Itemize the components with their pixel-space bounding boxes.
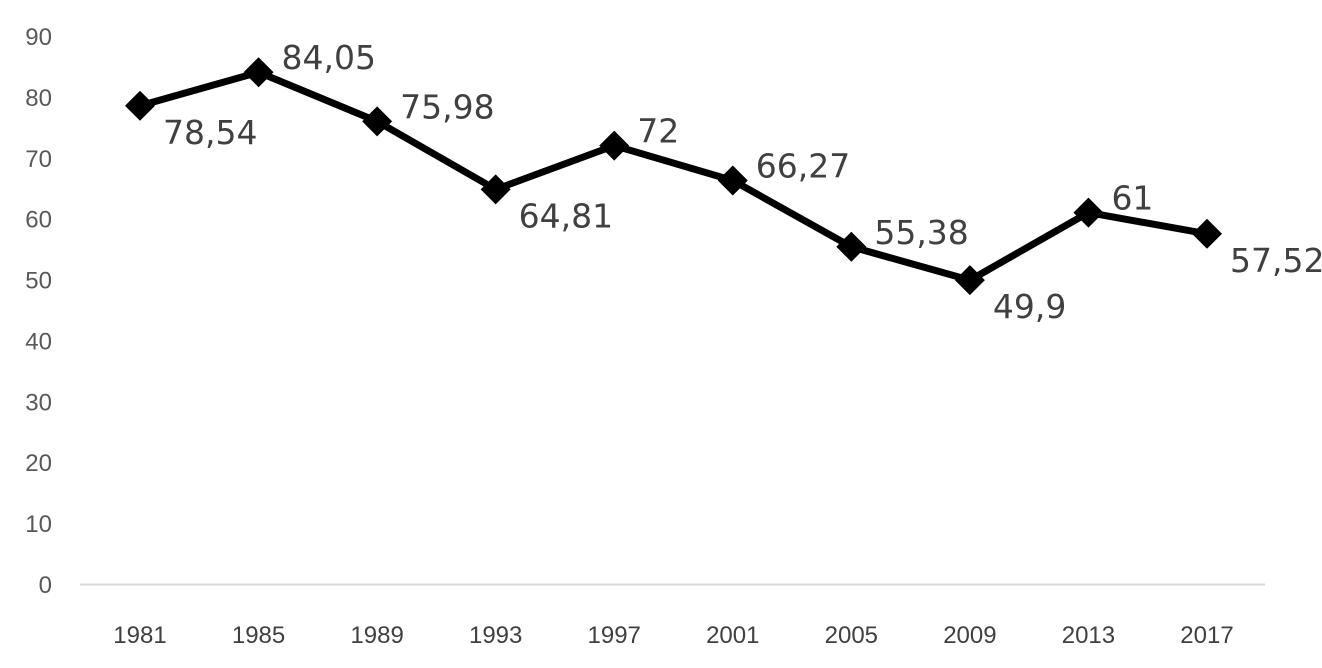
data-point-marker xyxy=(717,165,748,196)
data-point-marker xyxy=(125,90,155,121)
data-point-marker xyxy=(599,130,630,161)
y-tick-label: 40 xyxy=(25,328,52,355)
x-tick-label: 1989 xyxy=(350,622,403,649)
x-tick-label: 2013 xyxy=(1062,622,1115,649)
x-tick-label: 2001 xyxy=(706,622,759,649)
series-line xyxy=(139,68,1208,284)
x-tick-label: 1993 xyxy=(469,622,522,649)
data-label: 55,38 xyxy=(874,213,968,252)
y-tick-label: 80 xyxy=(25,85,52,112)
y-tick-label: 20 xyxy=(25,450,52,477)
y-tick-label: 30 xyxy=(25,389,52,416)
data-point-marker xyxy=(480,174,511,205)
data-label: 72 xyxy=(637,112,679,151)
data-labels: 78,54 84,05 75,98 64,81 72 66,27 55,38 49,9 61 57… xyxy=(163,38,1322,326)
y-tick-label: 50 xyxy=(25,268,52,295)
x-tick-label: 2017 xyxy=(1180,622,1233,649)
x-tick-label: 2005 xyxy=(825,622,878,649)
data-point-marker xyxy=(954,265,985,296)
data-label: 49,9 xyxy=(993,287,1066,326)
x-tick-label: 1981 xyxy=(113,622,166,649)
data-point-marker xyxy=(836,231,867,262)
series-markers xyxy=(125,57,1222,296)
y-tick-label: 70 xyxy=(25,146,52,173)
data-label: 61 xyxy=(1111,179,1153,218)
x-tick-label: 1985 xyxy=(232,622,285,649)
y-tick-label: 10 xyxy=(25,511,52,538)
data-label: 66,27 xyxy=(756,146,850,185)
x-tick-label: 1997 xyxy=(588,622,641,649)
data-point-marker xyxy=(243,57,274,88)
y-tick-label: 60 xyxy=(25,207,52,234)
data-label: 57,52 xyxy=(1230,241,1322,280)
y-tick-label: 0 xyxy=(39,572,52,599)
data-point-marker xyxy=(1073,197,1104,228)
data-label: 75,98 xyxy=(400,87,494,126)
x-axis-ticks: 1981 1985 1989 1993 1997 2001 2005 2009 2013 2017 xyxy=(113,622,1233,649)
data-point-marker xyxy=(362,106,393,137)
data-label: 78,54 xyxy=(163,113,257,152)
x-tick-label: 2009 xyxy=(943,622,996,649)
data-label: 84,05 xyxy=(282,38,376,77)
data-point-marker xyxy=(1192,218,1222,249)
data-label: 64,81 xyxy=(519,196,613,235)
y-axis-ticks: 0 10 20 30 40 50 60 70 80 90 xyxy=(25,24,52,599)
y-tick-label: 90 xyxy=(25,24,52,51)
